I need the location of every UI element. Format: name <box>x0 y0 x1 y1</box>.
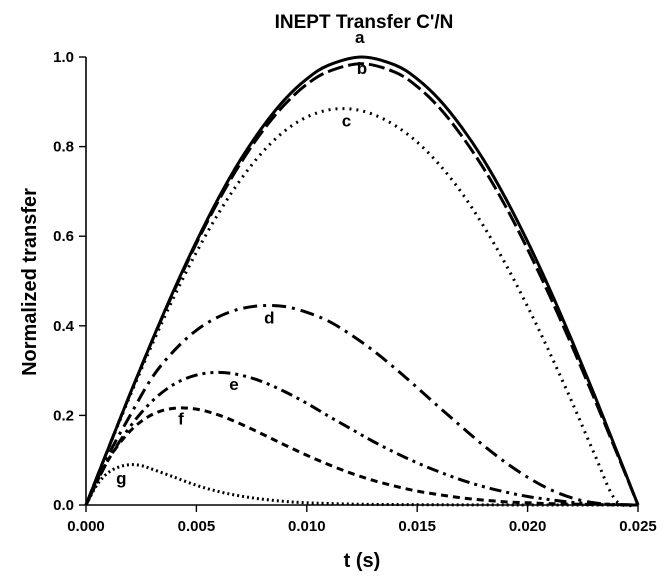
series-line-e <box>84 370 639 507</box>
curve-label-b: b <box>357 59 367 78</box>
x-tick-label: 0.005 <box>178 518 216 535</box>
x-axis-label: t (s) <box>344 550 381 572</box>
x-tick-label: 0.010 <box>288 518 326 535</box>
y-ticks: 0.0 0.2 0.4 0.6 0.8 1.0 <box>53 49 86 514</box>
y-tick-label: 0.4 <box>53 318 75 335</box>
series-line-f <box>84 406 639 507</box>
y-axis-label: Normalized transfer <box>19 188 41 376</box>
x-tick-label: 0.020 <box>509 518 547 535</box>
curve-label-layer: ab c d e f g <box>116 28 367 488</box>
curve-label-d: d <box>264 309 274 328</box>
curve-label-a: a <box>355 28 365 47</box>
curve-label-g: g <box>116 469 126 488</box>
axes <box>85 57 638 506</box>
series-line-b <box>84 62 640 506</box>
chart-title: INEPT Transfer C'/N <box>275 12 454 33</box>
series-line-d <box>84 303 639 507</box>
x-tick-label: 0.015 <box>398 518 436 535</box>
x-tick-label: 0.000 <box>67 518 105 535</box>
y-tick-label: 0.6 <box>53 228 74 245</box>
series-line-g <box>84 463 639 507</box>
x-tick-label: 0.025 <box>619 518 657 535</box>
y-tick-label: 1.0 <box>53 49 74 66</box>
curve-label-c: c <box>342 111 351 130</box>
y-tick-label: 0.0 <box>53 497 74 514</box>
x-ticks: 0.000 0.005 0.010 0.015 0.020 0.025 <box>67 505 657 535</box>
y-tick-label: 0.8 <box>53 139 74 156</box>
y-tick-label: 0.2 <box>53 407 74 424</box>
series-line-a <box>84 55 640 506</box>
series-line-c <box>84 107 639 508</box>
series-layer <box>84 55 640 508</box>
curve-label-f: f <box>178 409 184 428</box>
curve-label-e: e <box>229 375 238 394</box>
